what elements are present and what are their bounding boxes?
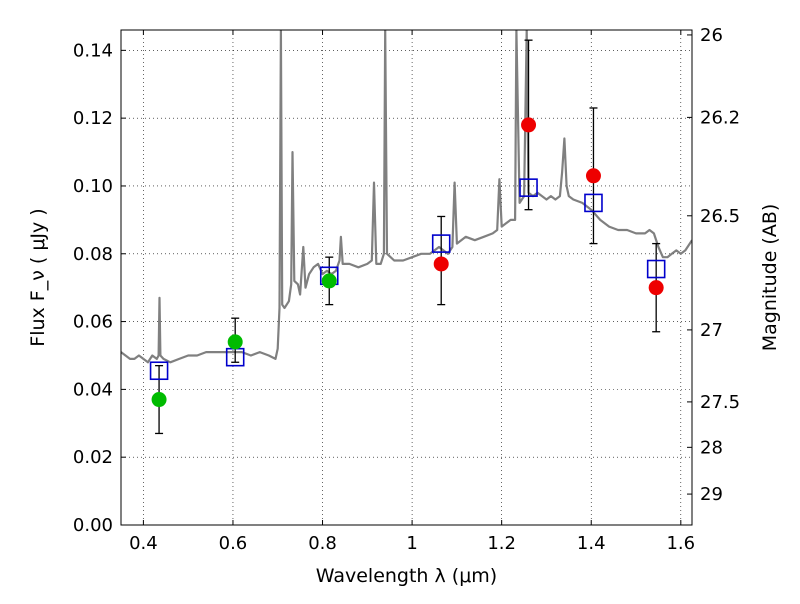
y2-axis-label: Magnitude (AB) [759, 204, 781, 352]
model-square [149, 361, 169, 381]
y2-tick-label: 27.5 [700, 392, 740, 413]
x-tick-label: 0.8 [308, 533, 337, 554]
nir-photometry-point [521, 117, 537, 133]
model-square [584, 193, 603, 213]
y2-tick-label: 26 [700, 25, 723, 46]
y2-tick-label: 26.5 [700, 206, 740, 227]
axis-ticks: 0.4 0.6 0.8 1 1.2 1.4 1.6 0.00 0.02 0.04 0.06 0.08 0… [73, 25, 740, 554]
model-square [519, 178, 538, 197]
optical-photometry-point [227, 334, 243, 350]
model-square [646, 259, 666, 279]
x-tick-label: 1.2 [487, 533, 516, 554]
x-tick-label: 1.6 [666, 533, 695, 554]
plot-frame [120, 29, 693, 526]
grid-lines [121, 30, 692, 526]
x-axis-label: Wavelength λ (μm) [316, 565, 497, 587]
y-tick-label: 0.14 [73, 40, 113, 61]
y-tick-label: 0.04 [73, 379, 113, 400]
errorbar-layer [155, 39, 661, 435]
y-tick-label: 0.06 [73, 312, 113, 333]
y2-tick-label: 27 [700, 320, 723, 341]
y2-tick-label: 26.2 [700, 107, 740, 128]
nir-photometry-point [648, 280, 664, 296]
y2-tick-label: 28 [700, 437, 723, 458]
nir-photometry-point [433, 256, 449, 272]
y-tick-label: 0.08 [73, 244, 113, 265]
model-square [431, 234, 451, 253]
nir-photometry-point [585, 168, 601, 184]
x-tick-label: 0.6 [219, 533, 248, 554]
y-tick-label: 0.02 [73, 447, 113, 468]
x-tick-label: 0.4 [129, 533, 158, 554]
y-tick-label: 0.10 [73, 176, 113, 197]
x-tick-label: 1 [406, 533, 417, 554]
spectrum-layer [121, 30, 692, 364]
y-tick-label: 0.00 [73, 515, 113, 536]
x-tick-label: 1.4 [577, 533, 606, 554]
model-layer [149, 178, 666, 381]
y-tick-label: 0.12 [73, 108, 113, 129]
spectrum-line [121, 30, 692, 364]
optical-photometry-point [151, 392, 167, 408]
photometry-layer [151, 117, 664, 408]
y-axis-label: Flux F_ν ( μJy ) [27, 208, 49, 346]
y2-tick-label: 29 [700, 484, 723, 505]
optical-photometry-point [321, 273, 337, 289]
